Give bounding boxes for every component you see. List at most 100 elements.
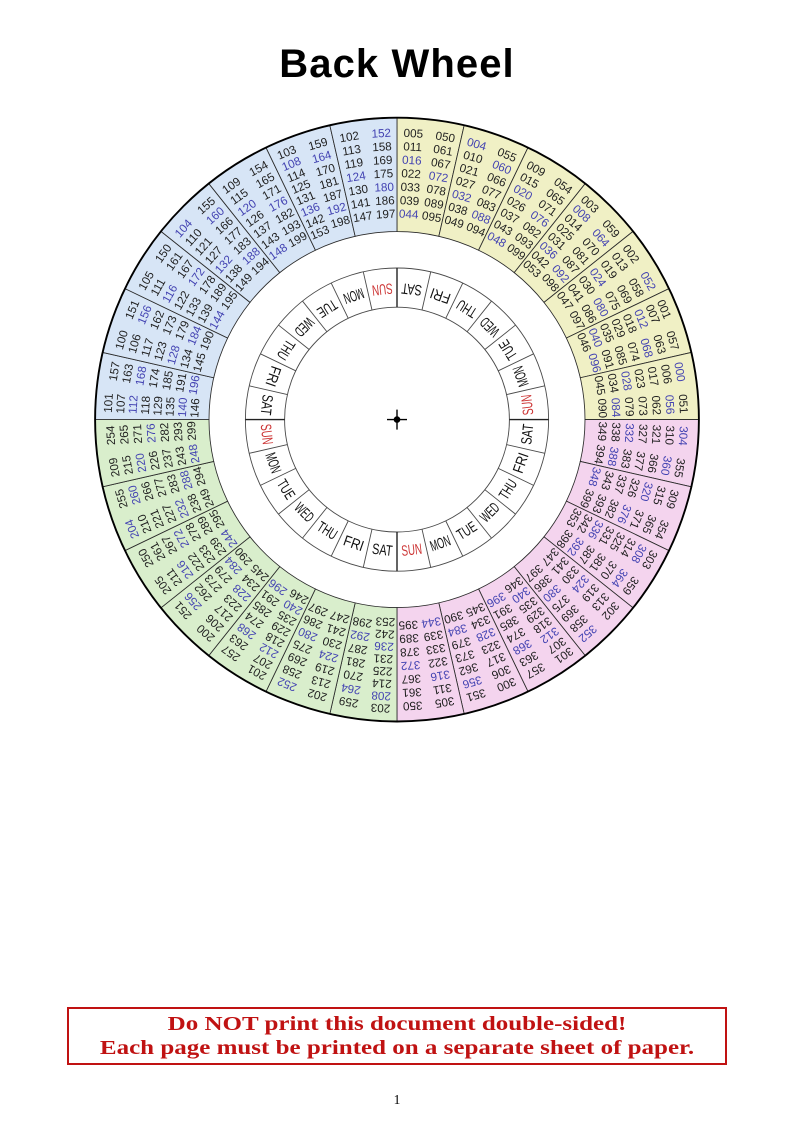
svg-text:339: 339 xyxy=(423,627,444,643)
svg-text:057: 057 xyxy=(663,329,681,351)
svg-text:219: 219 xyxy=(314,660,336,678)
svg-text:214: 214 xyxy=(371,676,392,690)
svg-text:157: 157 xyxy=(107,361,123,382)
svg-text:348: 348 xyxy=(585,465,603,487)
svg-text:247: 247 xyxy=(329,608,351,626)
svg-text:034: 034 xyxy=(605,372,621,394)
svg-text:283: 283 xyxy=(165,472,183,494)
svg-text:196: 196 xyxy=(187,374,203,395)
svg-text:326: 326 xyxy=(624,477,642,499)
svg-text:005: 005 xyxy=(403,127,424,141)
svg-text:390: 390 xyxy=(442,608,465,626)
svg-text:095: 095 xyxy=(421,209,443,225)
svg-text:072: 072 xyxy=(428,169,449,185)
svg-text:315: 315 xyxy=(650,484,668,507)
svg-text:185: 185 xyxy=(160,369,176,391)
svg-text:292: 292 xyxy=(349,627,370,643)
svg-text:226: 226 xyxy=(147,450,163,471)
svg-text:112: 112 xyxy=(127,395,141,414)
svg-text:299: 299 xyxy=(185,421,199,441)
svg-text:128: 128 xyxy=(165,344,183,366)
svg-text:MON: MON xyxy=(261,451,284,476)
svg-text:242: 242 xyxy=(375,627,395,641)
svg-text:010: 010 xyxy=(462,149,485,167)
svg-text:213: 213 xyxy=(310,673,332,691)
svg-text:THU: THU xyxy=(273,336,298,362)
svg-text:344: 344 xyxy=(420,614,442,630)
svg-text:253: 253 xyxy=(375,614,395,628)
svg-text:349: 349 xyxy=(595,421,609,441)
svg-text:085: 085 xyxy=(611,344,629,367)
svg-text:170: 170 xyxy=(314,161,337,179)
svg-text:264: 264 xyxy=(340,680,362,696)
svg-text:016: 016 xyxy=(402,154,422,168)
svg-text:WED: WED xyxy=(477,499,504,526)
svg-text:225: 225 xyxy=(372,664,393,678)
svg-text:322: 322 xyxy=(427,654,448,670)
svg-text:351: 351 xyxy=(465,686,487,704)
svg-text:SAT: SAT xyxy=(518,423,537,445)
svg-text:140: 140 xyxy=(176,397,190,418)
svg-text:175: 175 xyxy=(373,167,394,181)
svg-text:259: 259 xyxy=(338,694,359,710)
svg-text:WED: WED xyxy=(291,313,318,340)
svg-text:202: 202 xyxy=(306,686,328,704)
svg-text:017: 017 xyxy=(645,366,661,387)
svg-text:254: 254 xyxy=(104,425,118,446)
svg-text:023: 023 xyxy=(631,368,647,389)
svg-text:203: 203 xyxy=(370,701,390,715)
svg-text:355: 355 xyxy=(671,457,687,479)
svg-text:SUN: SUN xyxy=(401,541,423,560)
svg-text:062: 062 xyxy=(649,395,663,415)
svg-text:224: 224 xyxy=(317,647,340,665)
svg-text:MON: MON xyxy=(428,532,453,555)
svg-text:395: 395 xyxy=(398,618,419,632)
svg-text:360: 360 xyxy=(658,455,674,477)
svg-text:130: 130 xyxy=(348,182,370,198)
svg-text:338: 338 xyxy=(608,422,622,442)
svg-text:241: 241 xyxy=(325,621,347,639)
svg-text:146: 146 xyxy=(188,398,202,418)
svg-text:327: 327 xyxy=(635,424,649,444)
svg-text:032: 032 xyxy=(450,187,472,205)
svg-text:050: 050 xyxy=(435,129,457,145)
svg-text:237: 237 xyxy=(160,448,176,469)
svg-text:266: 266 xyxy=(139,480,157,502)
svg-text:063: 063 xyxy=(650,333,668,355)
svg-text:MON: MON xyxy=(341,284,366,307)
svg-text:118: 118 xyxy=(139,396,153,415)
svg-text:061: 061 xyxy=(432,143,453,159)
svg-text:271: 271 xyxy=(131,424,145,444)
svg-text:163: 163 xyxy=(120,363,136,384)
svg-text:FRI: FRI xyxy=(510,451,533,476)
svg-text:102: 102 xyxy=(339,129,360,145)
svg-text:333: 333 xyxy=(425,641,446,657)
svg-text:089: 089 xyxy=(423,196,444,212)
svg-text:011: 011 xyxy=(403,140,422,154)
svg-text:038: 038 xyxy=(447,200,469,218)
svg-text:288: 288 xyxy=(178,469,196,491)
svg-text:356: 356 xyxy=(461,673,483,691)
svg-text:022: 022 xyxy=(401,167,421,181)
svg-text:004: 004 xyxy=(465,136,488,154)
svg-text:WED: WED xyxy=(291,499,318,526)
svg-text:394: 394 xyxy=(591,444,607,466)
svg-text:159: 159 xyxy=(307,135,329,153)
svg-text:372: 372 xyxy=(400,658,420,672)
svg-text:277: 277 xyxy=(152,476,170,498)
svg-text:316: 316 xyxy=(429,667,450,683)
svg-text:186: 186 xyxy=(375,194,395,208)
svg-text:255: 255 xyxy=(113,487,131,510)
svg-text:230: 230 xyxy=(321,634,344,652)
svg-text:129: 129 xyxy=(151,396,165,416)
svg-text:084: 084 xyxy=(608,397,622,418)
svg-text:192: 192 xyxy=(325,200,347,218)
svg-text:384: 384 xyxy=(446,621,469,639)
svg-text:THU: THU xyxy=(496,476,521,502)
svg-text:164: 164 xyxy=(311,148,334,166)
svg-text:THU: THU xyxy=(314,518,340,543)
svg-text:TUE: TUE xyxy=(273,476,298,502)
svg-text:187: 187 xyxy=(322,187,344,205)
svg-text:362: 362 xyxy=(457,660,479,678)
svg-text:361: 361 xyxy=(402,685,422,699)
